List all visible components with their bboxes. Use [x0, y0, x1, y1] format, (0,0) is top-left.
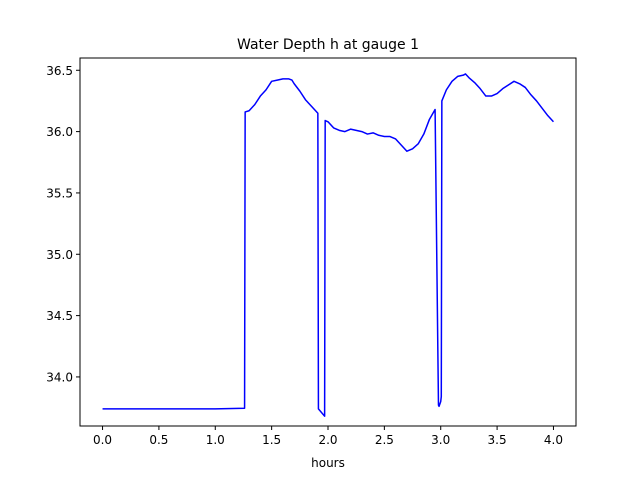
- y-tick-label: 34.5: [46, 309, 73, 323]
- x-tick-label: 4.0: [544, 433, 563, 447]
- y-tick-label: 35.5: [46, 186, 73, 200]
- x-tick-label: 1.5: [262, 433, 281, 447]
- series-layer: [102, 73, 555, 417]
- x-tick-label: 2.5: [375, 433, 394, 447]
- x-tick-label: 0.0: [93, 433, 112, 447]
- series-line: [102, 73, 555, 417]
- y-tick-label: 36.0: [46, 125, 73, 139]
- x-tick-label: 2.0: [318, 433, 337, 447]
- chart-title: Water Depth h at gauge 1: [237, 37, 419, 53]
- plot-frame: [79, 57, 577, 427]
- x-tick-label: 1.0: [206, 433, 225, 447]
- y-axis-ticks: 34.0 34.5 35.0 35.5 36.0 36.5: [46, 64, 80, 384]
- x-axis-ticks: 0.0 0.5 1.0 1.5 2.0 2.5 3.0 3.5 4.0: [93, 426, 563, 447]
- x-tick-label: 3.5: [488, 433, 507, 447]
- x-tick-label: 0.5: [149, 433, 168, 447]
- x-axis-label: hours: [311, 456, 345, 470]
- y-tick-label: 36.5: [46, 64, 73, 78]
- y-tick-label: 34.0: [46, 370, 73, 384]
- y-tick-label: 35.0: [46, 248, 73, 262]
- x-tick-label: 3.0: [431, 433, 450, 447]
